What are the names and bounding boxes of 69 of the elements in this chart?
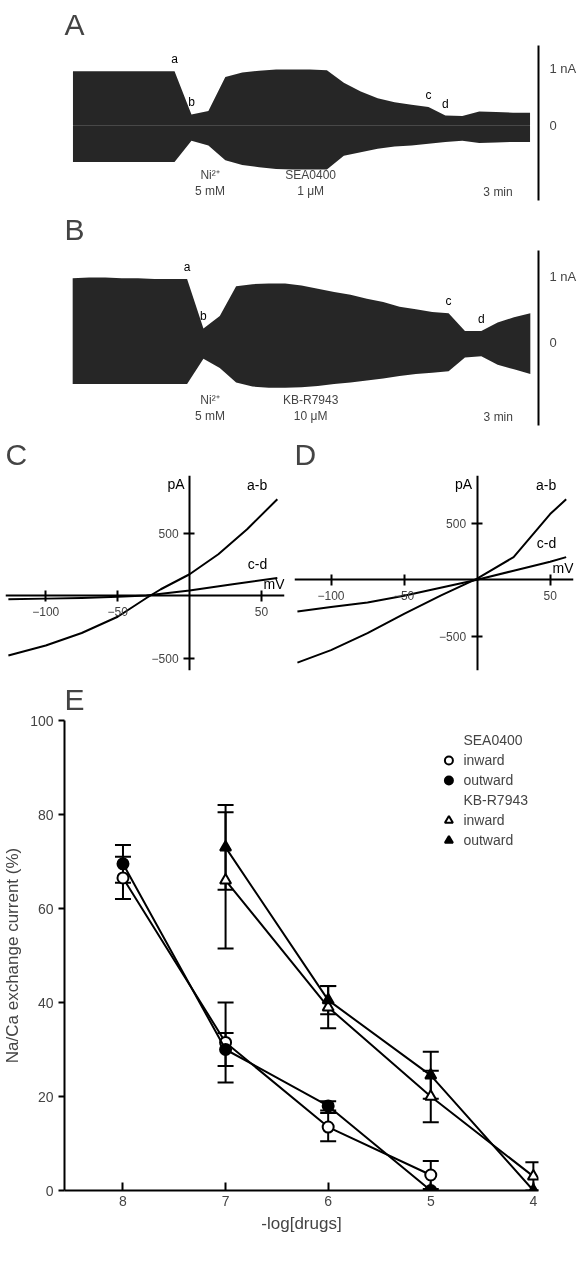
annotation: 3 min: [483, 409, 513, 424]
y-tick-label: 60: [37, 900, 54, 917]
chart-title: A: [64, 7, 85, 41]
x-axis-title: -log[drugs]: [261, 1213, 342, 1233]
point: [526, 1169, 539, 1181]
chart-title: B: [64, 212, 85, 246]
x-tick-label: 6: [324, 1192, 333, 1209]
x-tick-label: 7: [221, 1192, 230, 1209]
data-label: d: [442, 96, 449, 111]
series-label: a-b: [535, 477, 557, 494]
point: [116, 857, 130, 871]
y-tick-label: 40: [37, 994, 54, 1011]
x-tick-label: −100: [32, 604, 60, 619]
data-label: a: [183, 259, 191, 274]
point: [219, 840, 233, 852]
annotation: SEA0400 1 μM: [285, 167, 337, 199]
legend-label: inward: [463, 812, 505, 828]
annotation: 3 min: [483, 184, 513, 199]
point: [321, 1120, 335, 1134]
x-tick-label: 50: [543, 588, 558, 603]
chart-title: C: [5, 437, 28, 471]
point: [116, 871, 130, 885]
x-tick-label: −100: [317, 588, 345, 603]
series-label: a-b: [247, 477, 268, 494]
y-tick-label: 100: [30, 712, 54, 729]
y-tick-label: 500: [446, 516, 467, 531]
y-tick-label: 1 nA: [549, 269, 577, 285]
point: [321, 992, 335, 1005]
annotation: Ni²⁺ 5 mM: [195, 167, 226, 199]
data-label: b: [200, 309, 208, 324]
x-axis-title: mV: [552, 559, 575, 576]
point: [219, 872, 233, 885]
y-tick-label: −500: [151, 651, 179, 666]
y-tick-label: 500: [158, 526, 179, 541]
x-tick-label: 50: [254, 604, 269, 619]
annotation: KB-R7943: [463, 792, 528, 808]
y-tick-label: 0: [549, 118, 557, 134]
x-tick-label: 8: [119, 1192, 128, 1209]
legend-label: outward: [463, 772, 514, 788]
y-axis-title: Na/Ca exchange current (%): [3, 847, 23, 1064]
y-axis-title: pA: [454, 475, 473, 492]
y-tick-label: 0: [45, 1182, 54, 1199]
x-axis-title: mV: [263, 575, 286, 592]
y-tick-label: 1 nA: [549, 60, 577, 76]
data-label: c: [425, 87, 432, 102]
annotation: KB-R7943 10 μM: [282, 392, 339, 424]
series-label: c-d: [247, 556, 268, 572]
annotation: SEA0400: [463, 732, 523, 748]
point: [424, 1089, 438, 1101]
y-axis-title: pA: [167, 475, 186, 492]
data-label: b: [188, 95, 196, 110]
data-label: c: [445, 294, 452, 309]
point: [424, 1168, 438, 1182]
point: [219, 1043, 233, 1056]
x-tick-label: 4: [529, 1192, 538, 1209]
data-label: d: [477, 312, 485, 327]
x-tick-label: 5: [426, 1192, 435, 1209]
annotation: Ni²⁺ 5 mM: [194, 392, 225, 424]
data-label: a: [171, 52, 179, 67]
y-tick-label: 80: [37, 806, 54, 823]
point: [424, 1068, 438, 1080]
y-tick-label: 20: [37, 1088, 54, 1105]
legend-label: inward: [463, 752, 505, 768]
legend-label: outward: [463, 832, 514, 848]
series-label: c-d: [536, 535, 557, 552]
chart-title: E: [64, 682, 85, 716]
chart-title: D: [294, 437, 317, 471]
y-tick-label: −500: [439, 629, 467, 644]
y-tick-label: 0: [549, 335, 557, 351]
